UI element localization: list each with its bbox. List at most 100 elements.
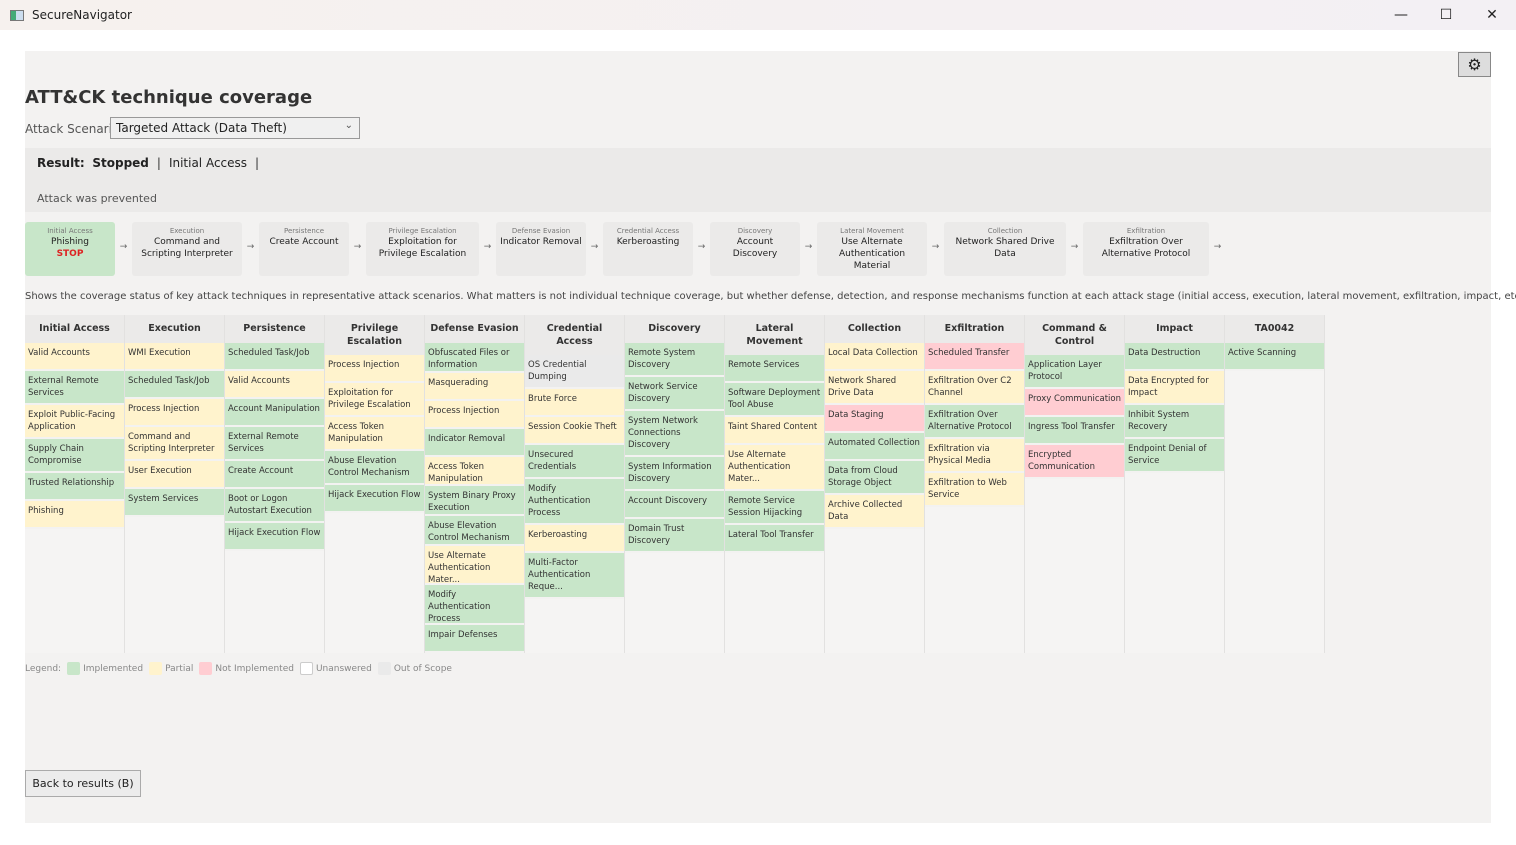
minimize-button[interactable]: — (1394, 7, 1408, 23)
tactic-column: Impact Data Destruction Data Encrypted for… (1125, 315, 1225, 653)
technique-cell[interactable]: External Remote Services (25, 371, 124, 405)
technique-cell[interactable]: Automated Collection (825, 433, 924, 461)
technique-cell[interactable]: Data Encrypted for Impact (1125, 371, 1224, 405)
scenario-select[interactable]: Targeted Attack (Data Theft) ⌄ (110, 117, 360, 139)
technique-cell[interactable]: Trusted Relationship (25, 473, 124, 501)
technique-cell[interactable]: Command and Scripting Interpreter (125, 427, 224, 461)
chain-step[interactable]: Lateral Movement Use Alternate Authentica… (817, 222, 927, 276)
technique-cell[interactable]: Remote Services (725, 355, 824, 383)
technique-cell[interactable]: System Binary Proxy Execution (425, 486, 524, 517)
technique-cell[interactable]: Hijack Execution Flow (325, 485, 424, 513)
technique-cell[interactable]: Application Layer Protocol (1025, 355, 1124, 389)
close-button[interactable]: ✕ (1486, 7, 1498, 23)
technique-cell[interactable]: Active Scanning (1225, 343, 1324, 371)
technique-cell[interactable]: User Execution (125, 461, 224, 489)
technique-cell[interactable]: Process Injection (125, 399, 224, 427)
technique-cell[interactable]: Valid Accounts (25, 343, 124, 371)
technique-cell[interactable]: Use Alternate Authentication Mater... (725, 445, 824, 491)
tactic-header: Exfiltration (925, 315, 1024, 343)
technique-cell[interactable]: Obfuscated Files or Information (425, 343, 524, 373)
technique-cell[interactable]: Inhibit System Recovery (1125, 405, 1224, 439)
technique-cell[interactable]: Remote System Discovery (625, 343, 724, 377)
technique-cell[interactable]: Process Injection (425, 400, 524, 429)
chain-step[interactable]: Execution Command and Scripting Interpret… (132, 222, 242, 276)
technique-cell[interactable]: Domain Trust Discovery (625, 519, 724, 553)
tactic-column: Credential Access OS Credential Dumping Br… (525, 315, 625, 653)
chain-step[interactable]: Credential Access Kerberoasting (603, 222, 693, 276)
technique-cell[interactable]: Masquerading (425, 372, 524, 401)
chain-step[interactable]: Discovery Account Discovery (710, 222, 800, 276)
technique-cell[interactable]: Impair Defenses (425, 625, 524, 654)
technique-cell[interactable]: Account Manipulation (225, 399, 324, 427)
technique-cell[interactable]: Access Token Manipulation (425, 456, 524, 487)
technique-cell[interactable]: Lateral Tool Transfer (725, 525, 824, 553)
technique-cell[interactable]: Multi-Factor Authentication Reque... (525, 553, 624, 599)
technique-cell[interactable]: Supply Chain Compromise (25, 439, 124, 473)
technique-cell[interactable]: Data from Cloud Storage Object (825, 461, 924, 495)
technique-cell[interactable]: Proxy Communication (1025, 389, 1124, 417)
technique-cell[interactable]: WMI Execution (125, 343, 224, 371)
technique-cell[interactable]: Archive Collected Data (825, 495, 924, 529)
technique-cell[interactable]: Session Cookie Theft (525, 417, 624, 445)
result-label: Result: (37, 156, 85, 170)
technique-cell[interactable]: Use Alternate Authentication Mater... (425, 545, 524, 586)
tactic-column: Exfiltration Scheduled Transfer Exfiltrati… (925, 315, 1025, 653)
technique-cell[interactable]: Local Data Collection (825, 343, 924, 371)
chain-step[interactable]: Defense Evasion Indicator Removal (496, 222, 586, 276)
technique-cell[interactable]: System Services (125, 489, 224, 517)
technique-cell[interactable]: Scheduled Task/Job (125, 371, 224, 399)
chain-step[interactable]: Privilege Escalation Exploitation for Pri… (366, 222, 479, 276)
technique-cell[interactable]: Network Service Discovery (625, 377, 724, 411)
legend-item-label: Not Implemented (215, 663, 294, 674)
technique-cell[interactable]: Valid Accounts (225, 371, 324, 399)
technique-cell[interactable]: Abuse Elevation Control Mechanism (325, 451, 424, 485)
technique-cell[interactable]: Encrypted Communication (1025, 445, 1124, 479)
technique-cell[interactable]: Account Discovery (625, 491, 724, 519)
technique-cell[interactable]: Abuse Elevation Control Mechanism (425, 516, 524, 546)
technique-cell[interactable]: System Information Discovery (625, 457, 724, 491)
tactic-column: Persistence Scheduled Task/Job Valid Accou… (225, 315, 325, 653)
technique-cell[interactable]: Exfiltration Over Alternative Protocol (925, 405, 1024, 439)
technique-cell[interactable]: Hijack Execution Flow (225, 523, 324, 551)
chain-step[interactable]: Initial Access Phishing STOP (25, 222, 115, 276)
back-to-results-button[interactable]: Back to results (B) (25, 770, 141, 797)
technique-cell[interactable]: Endpoint Denial of Service (1125, 439, 1224, 473)
tactic-header: Privilege Escalation (325, 315, 424, 355)
technique-cell[interactable]: Scheduled Transfer (925, 343, 1024, 371)
legend-item-label: Out of Scope (393, 663, 452, 674)
chain-step[interactable]: Persistence Create Account (259, 222, 349, 276)
technique-cell[interactable]: Brute Force (525, 389, 624, 417)
technique-cell[interactable]: OS Credential Dumping (525, 355, 624, 389)
technique-cell[interactable]: Software Deployment Tool Abuse (725, 383, 824, 417)
technique-cell[interactable]: Data Staging (825, 405, 924, 433)
technique-cell[interactable]: Exfiltration to Web Service (925, 473, 1024, 507)
technique-cell[interactable]: Scheduled Task/Job (225, 343, 324, 371)
technique-cell[interactable]: Data Destruction (1125, 343, 1224, 371)
technique-cell[interactable]: Remote Service Session Hijacking (725, 491, 824, 525)
chain-step[interactable]: Exfiltration Exfiltration Over Alternativ… (1083, 222, 1209, 276)
technique-cell[interactable]: Taint Shared Content (725, 417, 824, 445)
technique-cell[interactable]: Exploitation for Privilege Escalation (325, 383, 424, 417)
technique-cell[interactable]: External Remote Services (225, 427, 324, 461)
technique-cell[interactable]: Modify Authentication Process (525, 479, 624, 525)
technique-cell[interactable]: Modify Authentication Process (425, 585, 524, 626)
technique-cell[interactable]: Ingress Tool Transfer (1025, 417, 1124, 445)
maximize-button[interactable]: ☐ (1439, 7, 1453, 23)
settings-button[interactable]: ⚙ (1458, 52, 1491, 77)
technique-cell[interactable]: Exploit Public-Facing Application (25, 405, 124, 439)
technique-cell[interactable]: Create Account (225, 461, 324, 489)
technique-cell[interactable]: System Network Connections Discovery (625, 411, 724, 457)
technique-cell[interactable]: Network Shared Drive Data (825, 371, 924, 405)
tactic-column: Collection Local Data Collection Network S… (825, 315, 925, 653)
chain-step-technique: Use Alternate Authentication Material (838, 237, 906, 271)
technique-cell[interactable]: Exfiltration via Physical Media (925, 439, 1024, 473)
technique-cell[interactable]: Exfiltration Over C2 Channel (925, 371, 1024, 405)
technique-cell[interactable]: Boot or Logon Autostart Execution (225, 489, 324, 523)
technique-cell[interactable]: Indicator Removal (425, 428, 524, 457)
technique-cell[interactable]: Unsecured Credentials (525, 445, 624, 479)
technique-cell[interactable]: Kerberoasting (525, 525, 624, 553)
chain-step[interactable]: Collection Network Shared Drive Data (944, 222, 1066, 276)
technique-cell[interactable]: Access Token Manipulation (325, 417, 424, 451)
technique-cell[interactable]: Phishing (25, 501, 124, 529)
technique-cell[interactable]: Process Injection (325, 355, 424, 383)
